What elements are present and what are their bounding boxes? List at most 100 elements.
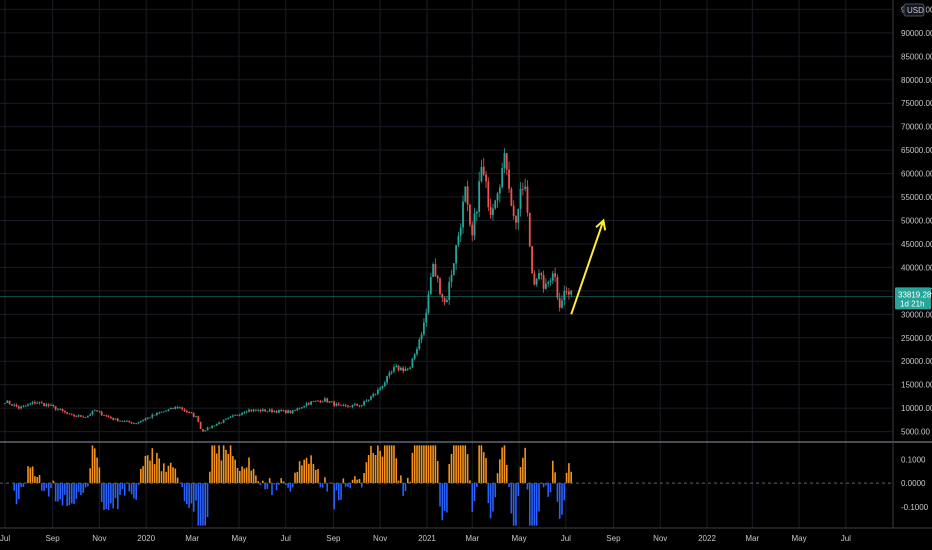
histogram-bar (149, 460, 151, 484)
candle-body (439, 278, 441, 295)
candle-body (45, 404, 48, 406)
histogram-bar (558, 483, 561, 519)
histogram-bar (186, 483, 188, 505)
histogram-bar (519, 467, 522, 484)
time-tick-label: Jul (841, 534, 851, 543)
candle-body (568, 291, 570, 295)
histogram-bar (551, 460, 554, 484)
histogram-bar (116, 483, 119, 510)
candle-body (409, 367, 411, 369)
histogram-bar (381, 456, 384, 484)
histogram-bar (386, 445, 388, 484)
candle-body (179, 407, 181, 409)
candle-body (52, 404, 55, 407)
histogram-bar (151, 448, 154, 484)
candle-body (471, 224, 474, 236)
candle-body (80, 415, 82, 417)
candle-body (185, 410, 188, 413)
candle-body (66, 412, 69, 414)
histogram-bar (367, 454, 370, 484)
histogram-bar (66, 483, 68, 506)
candle-body (390, 371, 393, 373)
price-tag (895, 287, 931, 310)
histogram-bar (195, 483, 197, 501)
indicator-tick-label: 0.1000 (901, 456, 926, 465)
histogram-bar (64, 483, 66, 495)
candle-body (303, 405, 306, 408)
histogram-bar (312, 463, 315, 484)
price-tick-label: 70000.00 (901, 123, 932, 132)
histogram-bar (508, 483, 510, 488)
candle-body (549, 280, 552, 283)
price-axis[interactable]: 5000.00 10000.00 15000.00 20000.00 25000.00 3… (895, 3, 932, 512)
candle-body (176, 407, 179, 408)
histogram-bar (434, 445, 437, 484)
candle-body (365, 400, 368, 402)
candle-body (135, 423, 138, 424)
histogram-bar (241, 466, 243, 484)
candle-body (358, 405, 361, 407)
histogram-bar (218, 445, 220, 484)
candle-body (284, 410, 287, 414)
candle-body (123, 420, 126, 422)
candle-body (330, 401, 333, 403)
histogram-bar (457, 445, 460, 484)
histogram-bar (146, 455, 149, 484)
histogram-bar (220, 460, 223, 484)
candle-body (241, 412, 243, 415)
candle-body (404, 368, 407, 371)
candle-body (50, 404, 52, 406)
candle-body (521, 188, 524, 190)
candle-body (294, 410, 296, 412)
candle-body (160, 411, 163, 413)
candle-body (457, 235, 460, 246)
candle-body (275, 411, 278, 413)
candle-body (158, 412, 161, 414)
time-axis[interactable]: Jul Sep Nov 2020 Mar May Jul Sep Nov 2021 Mar May Ju… (0, 534, 851, 543)
price-tick-label: 30000.00 (901, 310, 932, 319)
candle-body (47, 404, 50, 406)
time-tick-label: Sep (45, 534, 60, 543)
candle-body (446, 300, 448, 303)
price-tick-label: 65000.00 (901, 146, 932, 155)
candle-body (480, 166, 483, 182)
price-tick-label: 20000.00 (901, 357, 932, 366)
candle-body (273, 411, 276, 413)
histogram-bar (462, 445, 464, 484)
candle-body (570, 290, 573, 295)
histogram-bar (179, 483, 181, 484)
candle-body (266, 411, 269, 412)
price-tick-label: 50000.00 (901, 217, 932, 226)
histogram-bar (347, 483, 349, 487)
histogram-bar (528, 483, 531, 526)
time-tick-label: 2021 (418, 534, 436, 543)
histogram-bar (158, 458, 161, 484)
histogram-bar (476, 483, 478, 488)
histogram-bar (43, 483, 45, 491)
histogram-bar (289, 483, 292, 492)
histogram-series (13, 445, 573, 526)
candle-body (100, 411, 103, 415)
candle-body (144, 418, 147, 421)
candle-body (455, 245, 458, 264)
candle-body (508, 169, 510, 189)
candle-body (422, 322, 425, 335)
candle-body (259, 409, 262, 412)
histogram-bar (464, 445, 467, 484)
histogram-bar (505, 464, 508, 484)
candle-body (563, 290, 566, 301)
histogram-bar (68, 483, 71, 506)
candle-body (466, 186, 469, 205)
histogram-bar (50, 483, 52, 489)
histogram-bar (344, 483, 347, 487)
candle-body (402, 367, 405, 371)
candle-body (441, 294, 444, 298)
histogram-bar (61, 483, 64, 506)
candle-body (257, 409, 260, 411)
candle-body (20, 406, 23, 409)
histogram-bar (503, 445, 506, 484)
grid-lines (0, 0, 893, 528)
histogram-bar (169, 462, 172, 484)
candle-body (517, 208, 520, 223)
